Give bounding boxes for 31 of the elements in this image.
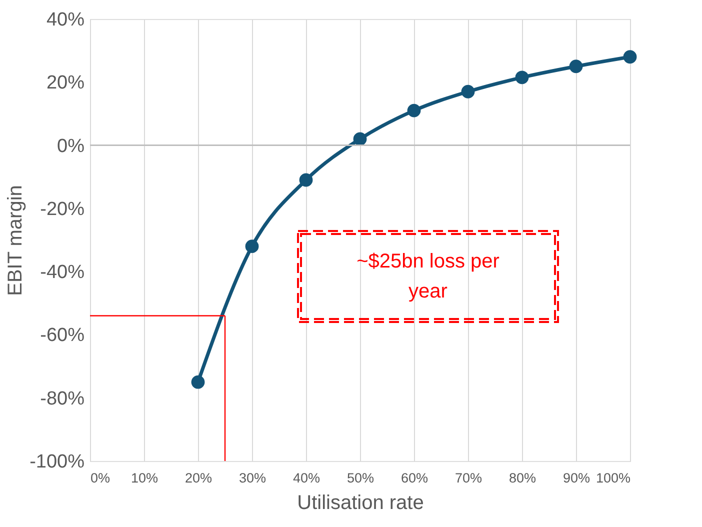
- y-tick-label: 20%: [46, 72, 85, 94]
- point: [515, 70, 529, 84]
- x-tick-label: 20%: [184, 470, 212, 486]
- x-tick-label: 10%: [130, 470, 158, 486]
- y-tick-label: -40%: [40, 262, 85, 284]
- y-tick-label: -60%: [40, 325, 85, 346]
- x-tick-label: 80%: [508, 470, 536, 486]
- x-tick-label: 90%: [562, 470, 590, 486]
- x-tick-label: 40%: [292, 470, 320, 486]
- y-tick-label: -20%: [40, 198, 85, 220]
- y-tick-label: -100%: [30, 452, 85, 472]
- point: [353, 132, 367, 146]
- point: [569, 60, 583, 74]
- point: [299, 173, 313, 187]
- point: [245, 240, 259, 254]
- x-tick-label: 70%: [454, 470, 482, 486]
- y-axis-title: EBIT margin: [4, 185, 27, 296]
- x-tick-label: 100%: [596, 470, 630, 486]
- x-tick-label: 50%: [346, 470, 374, 486]
- point: [191, 375, 205, 389]
- x-tick-label: 60%: [400, 470, 428, 486]
- point: [461, 84, 475, 98]
- annotation: ~$25bn loss per year: [356, 250, 500, 302]
- y-tick-label: 0%: [57, 136, 85, 157]
- x-tick-label: 30%: [238, 470, 266, 486]
- x-axis-title: Utilisation rate: [297, 492, 424, 514]
- y-tick-label: 40%: [46, 10, 85, 30]
- point: [407, 104, 421, 118]
- y-tick-label: -80%: [40, 388, 85, 410]
- x-tick-label: 0%: [90, 470, 110, 486]
- point: [623, 50, 637, 64]
